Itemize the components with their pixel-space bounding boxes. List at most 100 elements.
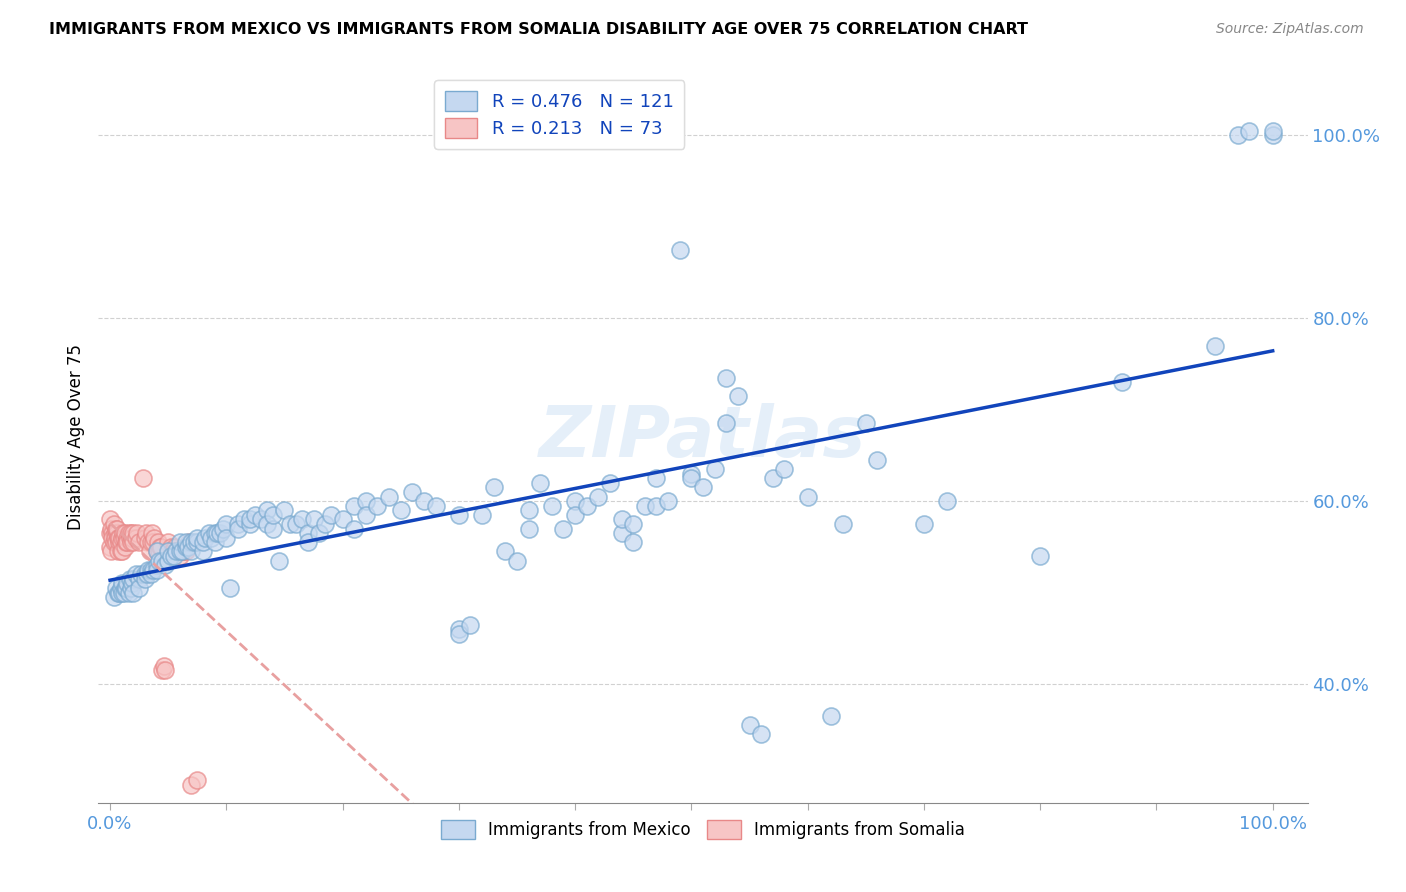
Point	[621, 535, 644, 549]
Point	[172, 544, 194, 558]
Point	[98, 540, 121, 554]
Point	[142, 535, 165, 549]
Point	[150, 663, 173, 677]
Point	[319, 508, 342, 522]
Point	[128, 572, 150, 586]
Point	[108, 535, 131, 549]
Point	[517, 522, 540, 536]
Point	[108, 531, 131, 545]
Point	[183, 535, 205, 549]
Point	[134, 531, 156, 545]
Point	[1226, 128, 1249, 143]
Point	[111, 544, 134, 558]
Point	[273, 503, 295, 517]
Point	[128, 535, 150, 549]
Point	[308, 526, 330, 541]
Point	[134, 572, 156, 586]
Point	[285, 516, 308, 531]
Point	[186, 531, 208, 545]
Point	[157, 535, 180, 549]
Point	[104, 535, 127, 549]
Point	[575, 499, 598, 513]
Point	[205, 526, 228, 541]
Point	[820, 709, 842, 723]
Point	[122, 585, 145, 599]
Point	[588, 490, 610, 504]
Point	[250, 512, 273, 526]
Point	[239, 516, 262, 531]
Point	[354, 494, 377, 508]
Point	[122, 526, 145, 541]
Point	[1261, 128, 1284, 143]
Point	[621, 516, 644, 531]
Point	[529, 475, 551, 490]
Point	[1261, 124, 1284, 138]
Point	[211, 522, 233, 536]
Point	[215, 516, 238, 531]
Point	[118, 531, 141, 545]
Point	[564, 508, 586, 522]
Point	[912, 516, 935, 531]
Point	[256, 516, 278, 531]
Point	[104, 581, 127, 595]
Point	[727, 389, 749, 403]
Point	[169, 535, 191, 549]
Point	[226, 516, 249, 531]
Point	[159, 540, 181, 554]
Point	[200, 531, 222, 545]
Point	[134, 567, 156, 582]
Point	[657, 494, 679, 508]
Point	[163, 549, 186, 563]
Point	[297, 526, 319, 541]
Point	[302, 512, 325, 526]
Point	[118, 585, 141, 599]
Point	[204, 526, 226, 541]
Point	[191, 535, 214, 549]
Point	[100, 544, 122, 558]
Point	[105, 522, 128, 536]
Point	[138, 544, 160, 558]
Point	[122, 535, 145, 549]
Point	[267, 553, 290, 567]
Point	[174, 540, 197, 554]
Point	[610, 512, 633, 526]
Point	[471, 508, 494, 522]
Point	[749, 727, 772, 741]
Point	[104, 526, 127, 541]
Point	[169, 549, 191, 563]
Point	[447, 508, 470, 522]
Point	[1029, 549, 1052, 563]
Point	[174, 544, 197, 558]
Point	[425, 499, 447, 513]
Point	[165, 544, 187, 558]
Point	[762, 471, 785, 485]
Point	[122, 572, 145, 586]
Point	[634, 499, 657, 513]
Point	[703, 462, 725, 476]
Point	[103, 590, 125, 604]
Point	[110, 544, 132, 558]
Point	[145, 544, 167, 558]
Point	[112, 585, 135, 599]
Point	[314, 516, 336, 531]
Point	[117, 576, 139, 591]
Point	[447, 622, 470, 636]
Point	[297, 535, 319, 549]
Point	[148, 544, 170, 558]
Point	[692, 480, 714, 494]
Point	[1111, 375, 1133, 389]
Point	[645, 499, 668, 513]
Point	[447, 626, 470, 640]
Point	[668, 243, 690, 257]
Point	[343, 522, 366, 536]
Point	[138, 563, 160, 577]
Point	[232, 512, 254, 526]
Point	[104, 531, 127, 545]
Point	[460, 617, 482, 632]
Point	[120, 535, 142, 549]
Point	[131, 471, 153, 485]
Point	[157, 544, 180, 558]
Point	[110, 535, 132, 549]
Point	[163, 544, 186, 558]
Point	[101, 531, 124, 545]
